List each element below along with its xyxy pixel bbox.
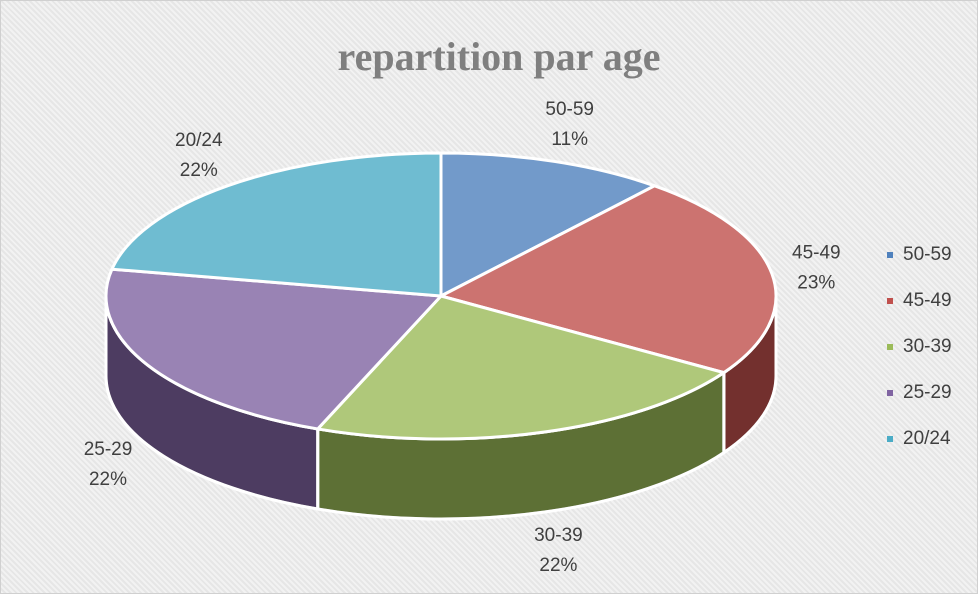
data-label-value: 22% <box>180 160 218 181</box>
legend-label: 30-39 <box>903 336 952 357</box>
data-label-category: 30-39 <box>534 525 583 546</box>
legend-label: 20/24 <box>903 428 951 449</box>
slice-highlight <box>317 296 724 439</box>
data-label-value: 22% <box>539 555 577 576</box>
chart-title: repartition par age <box>338 34 661 79</box>
slice <box>436 184 778 375</box>
slice-highlight <box>441 185 776 373</box>
legend-marker <box>887 298 893 304</box>
data-label-value: 22% <box>89 469 127 490</box>
slice <box>104 267 445 431</box>
slice-highlight <box>111 153 441 296</box>
legend-marker <box>887 252 893 258</box>
legend-marker <box>887 344 893 350</box>
slice-highlight <box>106 269 441 429</box>
slice <box>109 151 443 298</box>
data-label-category: 20/24 <box>175 130 223 151</box>
legend-marker <box>887 390 893 396</box>
legend-label: 50-59 <box>903 244 952 265</box>
data-label-value: 11% <box>551 129 588 150</box>
data-label-category: 45-49 <box>792 242 841 263</box>
slice-highlight <box>441 153 655 296</box>
slice <box>439 151 659 299</box>
slice <box>314 294 728 441</box>
legend-label: 25-29 <box>903 382 952 403</box>
legend-label: 45-49 <box>903 290 952 311</box>
data-label-category: 50-59 <box>545 99 594 120</box>
data-label-category: 25-29 <box>84 439 133 460</box>
legend-marker <box>887 436 893 442</box>
data-label-value: 23% <box>797 272 835 293</box>
